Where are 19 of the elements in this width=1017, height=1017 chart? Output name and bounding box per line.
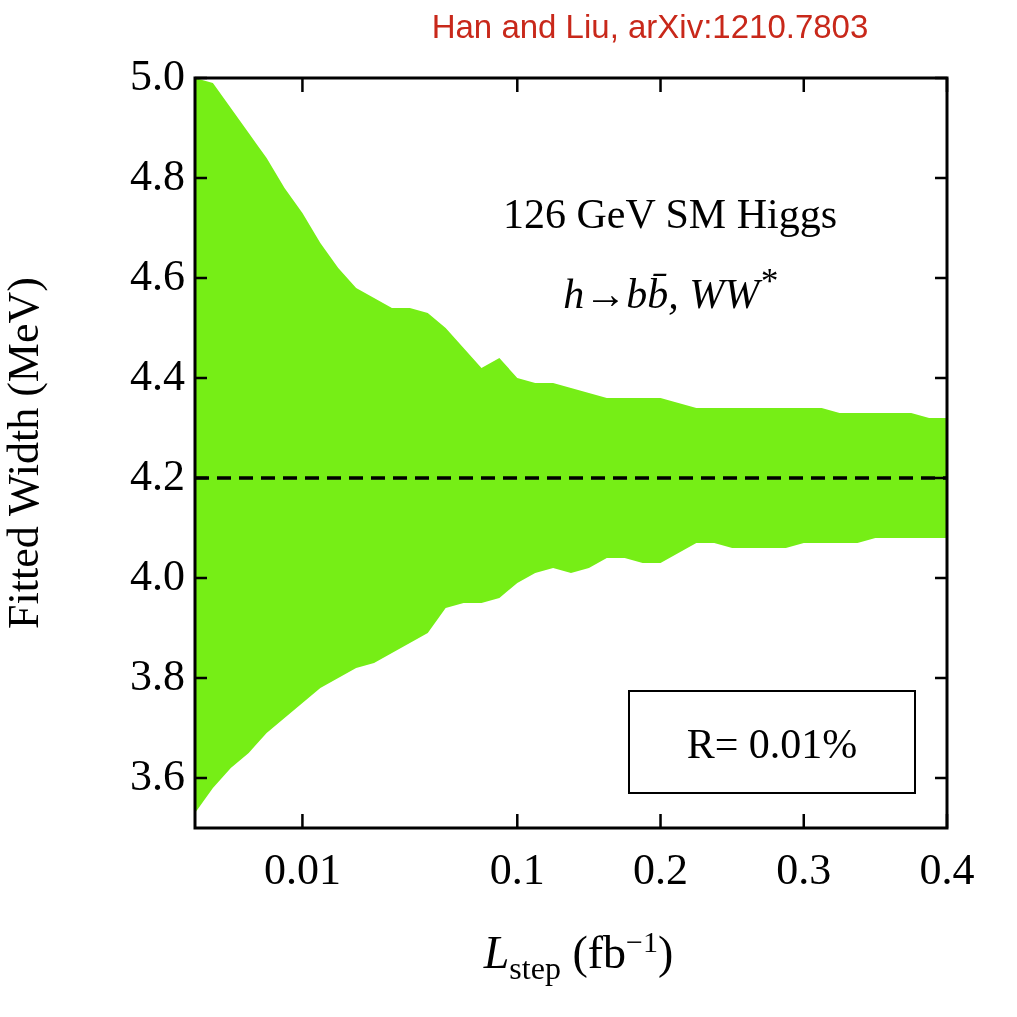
- annotation: R= 0.01%: [628, 690, 916, 794]
- y-tick-label: 3.8: [130, 650, 185, 700]
- x-axis-title: L$_{step}$ (fb$^{−1}$): [482, 925, 675, 987]
- x-tick-label: 0.4: [919, 844, 975, 894]
- text: Han and Liu, arXiv:1210.7803: [430, 8, 870, 46]
- x-tick-label: 0.2: [633, 844, 689, 894]
- y-axis-title: Fitted Width (MeV): [0, 277, 48, 629]
- x-tick-label: 0.1: [489, 844, 545, 894]
- y-tick-label: 5.0: [130, 50, 185, 100]
- y-tick-label: 4.0: [130, 550, 185, 600]
- annotation: h→bb̄, WW$^{*}$: [562, 262, 778, 318]
- x-tick-label: 0.01: [263, 844, 341, 894]
- y-tick-label: 4.2: [130, 450, 185, 500]
- y-tick-label: 3.6: [130, 750, 185, 800]
- y-tick-label: 4.8: [130, 150, 185, 200]
- annotation: 126 GeV SM Higgs: [501, 190, 839, 238]
- x-tick-label: 0.3: [776, 844, 832, 894]
- y-tick-label: 4.6: [130, 250, 185, 300]
- y-tick-label: 4.4: [130, 350, 185, 400]
